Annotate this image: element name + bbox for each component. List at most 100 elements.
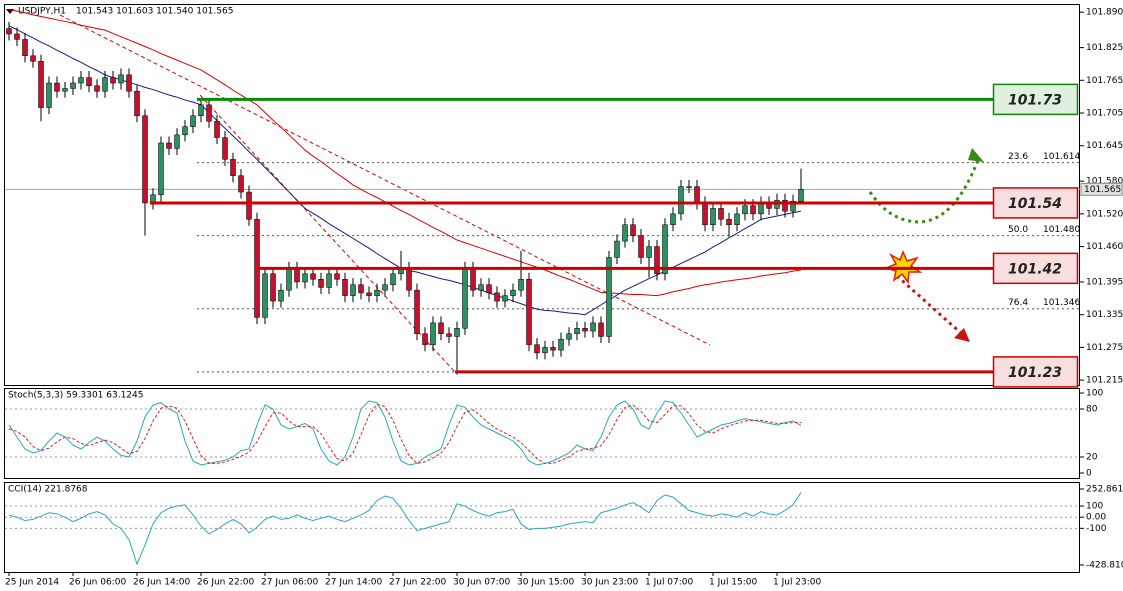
candle-body (526, 279, 532, 345)
x-tick-label: 1 Jul 23:00 (773, 578, 822, 588)
candle-body (190, 115, 196, 127)
x-tick-label: 26 Jun 22:00 (197, 578, 254, 588)
candle-body (782, 199, 788, 212)
candle-body (486, 284, 492, 294)
candle-body (558, 338, 564, 351)
level-label: 101.23 (1008, 365, 1062, 381)
stoch-panel (4, 388, 1080, 479)
candle-body (710, 208, 716, 226)
x-tick-label: 30 Jun 07:00 (453, 578, 510, 588)
level-box-bg (993, 84, 1078, 115)
candle-body (622, 224, 628, 242)
x-tick-label: 30 Jun 15:00 (517, 578, 574, 588)
y-tick-label: 101.460 (1086, 242, 1123, 252)
candle-body (718, 208, 724, 220)
down-arrow-head (954, 328, 970, 342)
fib-value: 101.480 (1043, 225, 1080, 235)
chart-title: USDJPY,H1 (18, 7, 66, 17)
down-arrow (896, 274, 963, 336)
candle-body (342, 279, 348, 296)
candle-body (750, 205, 756, 215)
candle-body (310, 273, 316, 280)
candle-body (134, 90, 140, 116)
candle-body (70, 82, 76, 89)
candle-body (422, 333, 428, 345)
candle-body (126, 74, 132, 92)
y-tick-label: 101.645 (1086, 141, 1123, 151)
candle-body (414, 289, 420, 335)
level-box (992, 187, 1079, 219)
candle-body (742, 205, 748, 215)
line (8, 8, 802, 297)
x-tick-label: 26 Jun 14:00 (133, 578, 190, 588)
candle-body (6, 28, 12, 35)
candle-body (614, 240, 620, 258)
candle-body (478, 284, 484, 291)
candle-body (214, 120, 220, 138)
x-tick-label: 30 Jun 23:00 (581, 578, 638, 588)
candle-body (246, 191, 252, 220)
x-tick-label: 27 Jun 22:00 (389, 578, 446, 588)
candle-body (542, 347, 548, 354)
candle-body (78, 77, 84, 84)
candle-body (654, 246, 660, 275)
candle-body (662, 224, 668, 275)
candle-body (318, 279, 324, 288)
level-box-bg (993, 187, 1078, 218)
x-tick-label: 27 Jun 06:00 (261, 578, 318, 588)
up-arrow (868, 159, 980, 224)
candle-body (174, 134, 180, 149)
candle-body (374, 289, 380, 296)
candle-body (110, 77, 116, 84)
candle-body (166, 142, 172, 149)
y-tick-label: 20 (1086, 453, 1098, 463)
candle-body (494, 292, 500, 302)
candle-body (758, 202, 764, 215)
level-box (992, 83, 1079, 116)
y-tick-label: 100 (1086, 389, 1103, 399)
y-tick-label: 100 (1086, 502, 1103, 512)
x-tick-label: 1 Jul 07:00 (645, 578, 694, 588)
candle-body (286, 268, 292, 291)
candle-body (446, 333, 452, 337)
candle-body (694, 186, 700, 204)
candle-body (198, 104, 204, 116)
level-label: 101.73 (1008, 92, 1062, 108)
candle-body (430, 322, 436, 345)
candle-body (470, 268, 476, 291)
y-tick-label: 101.520 (1086, 209, 1123, 219)
candle-body (350, 284, 356, 296)
candle-body (518, 279, 524, 291)
candle-body (278, 289, 284, 302)
candle-body (238, 175, 244, 193)
x-tick-label: 27 Jun 14:00 (325, 578, 382, 588)
candle-body (390, 273, 396, 285)
candle-body (182, 126, 188, 136)
y-tick-label: 101.890 (1086, 8, 1123, 18)
level-box (992, 252, 1079, 285)
candle-body (582, 328, 588, 332)
y-tick-label: 101.765 (1086, 76, 1123, 86)
panel-title: CCI(14) 221.8768 (8, 485, 88, 495)
panel-title: Stoch(5,3,3) 59.3301 63.1245 (8, 391, 143, 401)
line (8, 492, 802, 566)
candle-body (726, 219, 732, 226)
candle-body (798, 189, 804, 202)
level-label: 101.54 (1008, 196, 1062, 212)
candle-body (158, 142, 164, 196)
y-tick-label: 101.275 (1086, 343, 1123, 353)
candle-body (262, 273, 268, 318)
candle-body (606, 257, 612, 337)
candle-body (38, 60, 44, 108)
y-tick-label: 252.8619 (1086, 484, 1123, 494)
candle-body (646, 246, 652, 258)
candle-body (382, 284, 388, 291)
cci-panel (4, 482, 1080, 573)
candle-body (406, 268, 412, 291)
y-tick-label: 101.335 (1086, 310, 1123, 320)
candle-body (294, 268, 300, 283)
candle-body (366, 292, 372, 296)
